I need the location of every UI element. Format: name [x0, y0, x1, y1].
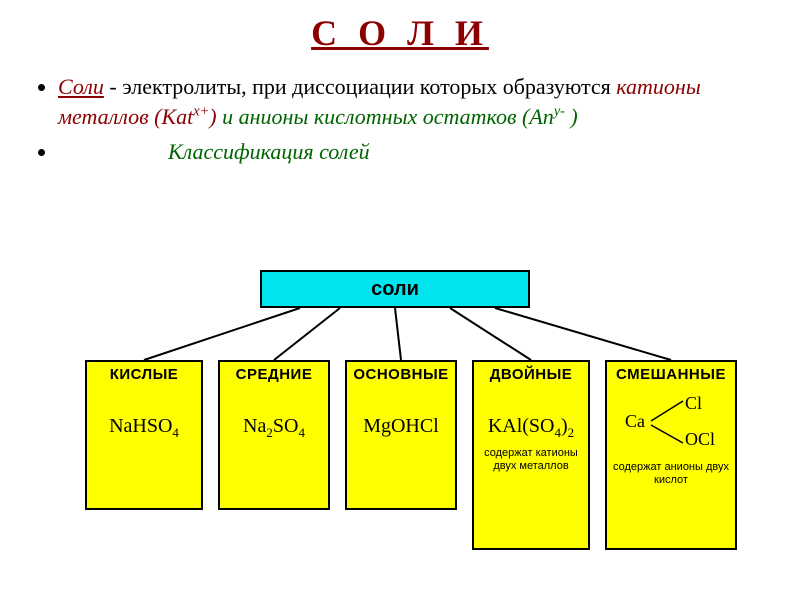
child-header-medium: СРЕДНИЕ — [220, 362, 328, 385]
child-node-basic: ОСНОВНЫЕMgOHCl — [345, 360, 457, 510]
child-header-mixed: СМЕШАННЫЕ — [607, 362, 735, 385]
child-node-medium: СРЕДНИЕNa2SO4 — [218, 360, 330, 510]
child-node-double: ДВОЙНЫЕKAl(SO4)2содержат катионы двух ме… — [472, 360, 590, 550]
child-header-basic: ОСНОВНЫЕ — [347, 362, 455, 385]
definition-bullet: Соли - электролиты, при диссоциации кото… — [58, 72, 760, 131]
classification-heading: Классификация солей — [58, 137, 760, 167]
root-node-salts: соли — [260, 270, 530, 308]
child-node-acidic: КИСЛЫЕNaHSO4 — [85, 360, 203, 510]
child-header-double: ДВОЙНЫЕ — [474, 362, 588, 385]
child-note-double: содержат катионы двух металлов — [474, 441, 588, 473]
page-title: С О Л И — [0, 0, 800, 54]
classification-diagram: соли КИСЛЫЕNaHSO4СРЕДНИЕNa2SO4ОСНОВНЫЕMg… — [0, 270, 800, 590]
term-salts: Соли — [58, 74, 104, 99]
child-header-acidic: КИСЛЫЕ — [87, 362, 201, 385]
child-node-mixed: СМЕШАННЫЕCaClOClсодержат анионы двух кис… — [605, 360, 737, 550]
definition-list: Соли - электролиты, при диссоциации кото… — [0, 54, 800, 167]
child-formula-mixed: CaClOCl — [607, 385, 735, 455]
child-note-mixed: содержат анионы двух кислот — [607, 455, 735, 487]
classification-bullet: Классификация солей — [58, 137, 760, 167]
child-formula-medium: Na2SO4 — [220, 385, 328, 441]
child-formula-acidic: NaHSO4 — [87, 385, 201, 441]
def-text-1: - электролиты, при диссоциации которых о… — [104, 74, 616, 99]
child-formula-basic: MgOHCl — [347, 385, 455, 438]
child-formula-double: KAl(SO4)2 — [474, 385, 588, 441]
